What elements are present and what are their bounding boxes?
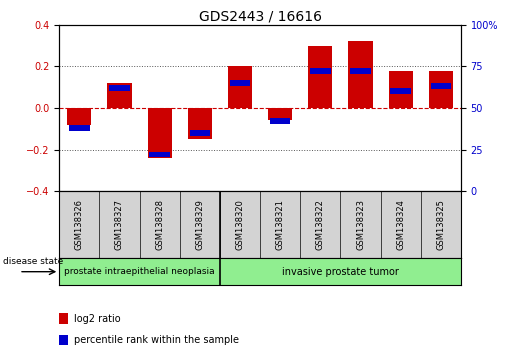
Bar <box>69 125 90 131</box>
Bar <box>308 46 332 108</box>
Text: GSM138320: GSM138320 <box>235 199 245 250</box>
Bar <box>228 66 252 108</box>
Text: GSM138327: GSM138327 <box>115 199 124 250</box>
Bar <box>108 83 131 108</box>
Text: GSM138321: GSM138321 <box>276 199 285 250</box>
Title: GDS2443 / 16616: GDS2443 / 16616 <box>199 10 321 24</box>
Bar <box>268 108 292 120</box>
Text: GSM138325: GSM138325 <box>436 199 445 250</box>
Bar <box>350 68 371 74</box>
Bar <box>429 70 453 108</box>
Text: log2 ratio: log2 ratio <box>74 314 121 324</box>
Bar <box>109 85 130 91</box>
Text: percentile rank within the sample: percentile rank within the sample <box>74 335 238 345</box>
Text: GSM138322: GSM138322 <box>316 199 325 250</box>
Bar <box>188 108 212 139</box>
Text: invasive prostate tumor: invasive prostate tumor <box>282 267 399 277</box>
Bar <box>389 70 413 108</box>
Bar <box>149 152 170 158</box>
Bar <box>431 84 451 89</box>
Text: prostate intraepithelial neoplasia: prostate intraepithelial neoplasia <box>64 267 215 276</box>
Bar <box>390 88 411 94</box>
Bar <box>67 108 91 125</box>
Bar <box>349 41 372 108</box>
Text: GSM138326: GSM138326 <box>75 199 84 250</box>
Text: GSM138324: GSM138324 <box>396 199 405 250</box>
Bar <box>270 118 290 124</box>
Text: disease state: disease state <box>3 257 63 266</box>
Bar <box>230 80 250 86</box>
Bar <box>148 108 171 158</box>
Bar <box>190 130 210 136</box>
Text: GSM138323: GSM138323 <box>356 199 365 250</box>
Text: GSM138328: GSM138328 <box>155 199 164 250</box>
Bar <box>310 68 331 74</box>
Text: GSM138329: GSM138329 <box>195 199 204 250</box>
